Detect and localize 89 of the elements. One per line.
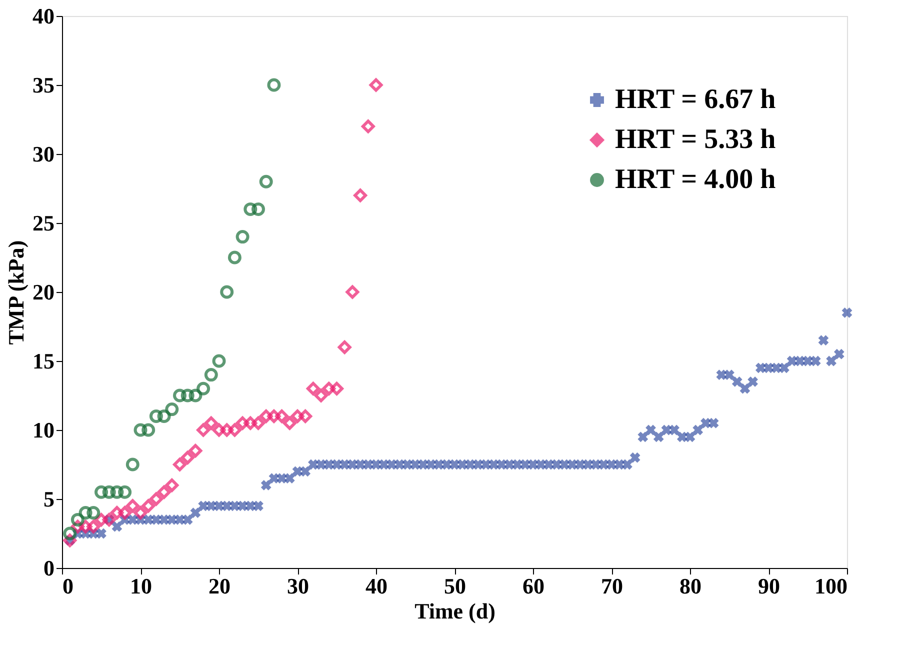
point [86,506,100,520]
point [118,506,132,520]
x-tick-label: 90 [758,574,780,598]
legend-label: HRT = 4.00 h [615,164,776,195]
point [86,520,100,534]
point [134,423,148,437]
point [212,354,226,368]
y-tick-label: 30 [32,142,54,166]
x-tick-label: 80 [680,574,702,598]
point [252,416,265,430]
y-tick-label: 40 [32,4,54,28]
point [290,409,304,423]
point [142,423,156,437]
point [275,409,289,423]
point [346,285,360,299]
x-tick-label: 10 [130,574,152,598]
point [173,388,186,402]
point [149,492,163,506]
y-tick-label: 20 [32,280,54,304]
x-tick-label: 100 [814,574,848,598]
point [314,388,328,402]
point [330,382,344,396]
point [94,485,108,499]
point [236,230,250,244]
point [126,458,140,472]
point [322,382,336,396]
point [180,388,194,402]
y-tick-label: 0 [44,556,54,580]
point [70,512,84,526]
point [204,368,218,382]
point [338,340,352,354]
x-tick-label: 30 [287,574,309,598]
point [267,78,281,92]
point [259,174,273,188]
point [126,499,140,513]
point [94,512,108,526]
x-tick-label: 70 [601,574,623,598]
x-tick-label: 0 [62,574,74,598]
legend-label: HRT = 5.33 h [615,124,776,155]
point [354,188,368,202]
y-tick-label: 25 [32,210,54,236]
point [228,423,242,437]
point [298,409,312,423]
point [78,520,92,534]
point [142,499,156,513]
point [134,506,148,520]
point [165,402,179,416]
point [157,409,171,423]
point [188,444,202,458]
point [110,506,124,520]
point [157,485,171,499]
point [361,120,375,134]
x-axis-title: Time (d) [414,598,496,624]
x-tick-label: 20 [208,574,230,598]
point [180,450,194,464]
x-tick-label: 40 [366,574,388,598]
point [165,478,179,492]
point [118,485,132,499]
point [63,526,77,540]
point [204,416,218,430]
point [306,382,320,396]
x-tick-label: 50 [444,574,466,598]
point [267,409,281,423]
y-tick-label: 15 [32,348,54,374]
point [188,388,202,402]
point [78,506,92,520]
point [220,285,234,299]
y-tick-label: 10 [32,418,54,442]
point [212,423,226,437]
point [259,409,273,423]
point [149,409,163,423]
point [102,485,116,499]
point [252,202,265,216]
point [220,423,234,437]
point [228,250,242,264]
legend-label: HRT = 6.67 h [615,84,776,115]
y-tick-label: 5 [44,486,54,512]
point [196,382,210,396]
point [244,202,258,216]
point [173,458,186,472]
x-tick-label: 60 [522,574,544,598]
y-axis-title: TMP (kPa) [4,240,28,345]
point [110,485,124,499]
point [369,78,383,92]
y-tick-label: 35 [32,72,54,98]
point [282,416,296,430]
point [236,416,250,430]
point [244,416,258,430]
point [196,423,210,437]
